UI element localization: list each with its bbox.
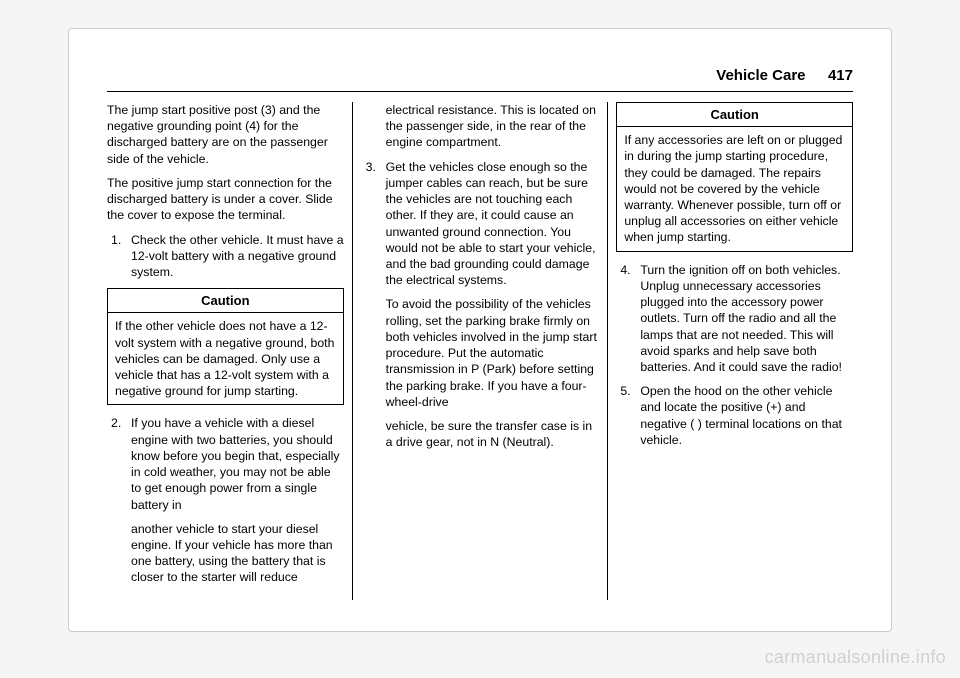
step-continuation: vehicle, be sure the transfer case is in… bbox=[362, 418, 599, 450]
watermark: carmanualsonline.info bbox=[765, 647, 946, 668]
step-text: Open the hood on the other vehicle and l… bbox=[640, 384, 842, 447]
paragraph: The jump start positive post (3) and the… bbox=[107, 102, 344, 167]
step-text: If you have a vehicle with a diesel engi… bbox=[131, 416, 340, 511]
step-list: Get the vehicles close enough so the jum… bbox=[362, 159, 599, 410]
step-item: Check the other vehicle. It must have a … bbox=[107, 232, 344, 281]
step-text: Turn the ignition off on both vehicles. … bbox=[640, 263, 842, 374]
step-list: Check the other vehicle. It must have a … bbox=[107, 232, 344, 281]
step-item: Turn the ignition off on both vehicles. … bbox=[616, 262, 853, 376]
step-item: If you have a vehicle with a diesel engi… bbox=[107, 415, 344, 512]
step-list: Turn the ignition off on both vehicles. … bbox=[616, 262, 853, 448]
manual-page: Vehicle Care 417 The jump start positive… bbox=[68, 28, 892, 632]
caution-body: If any accessories are left on or plugge… bbox=[617, 127, 852, 251]
step-list: If you have a vehicle with a diesel engi… bbox=[107, 415, 344, 512]
page-header: Vehicle Care 417 bbox=[107, 67, 853, 92]
step-text-cont: To avoid the possibility of the vehicles… bbox=[386, 296, 599, 410]
header-section: Vehicle Care bbox=[716, 67, 805, 84]
caution-box: Caution If any accessories are left on o… bbox=[616, 102, 853, 252]
step-item: Get the vehicles close enough so the jum… bbox=[362, 159, 599, 410]
step-text: Get the vehicles close enough so the jum… bbox=[386, 160, 596, 288]
step-item: Open the hood on the other vehicle and l… bbox=[616, 383, 853, 448]
step-text: Check the other vehicle. It must have a … bbox=[131, 233, 344, 279]
header-page-number: 417 bbox=[828, 67, 853, 84]
caution-title: Caution bbox=[108, 289, 343, 313]
caution-box: Caution If the other vehicle does not ha… bbox=[107, 288, 344, 405]
caution-title: Caution bbox=[617, 103, 852, 127]
paragraph: The positive jump start connection for t… bbox=[107, 175, 344, 224]
caution-body: If the other vehicle does not have a 12-… bbox=[108, 313, 343, 404]
body-columns: The jump start positive post (3) and the… bbox=[107, 102, 853, 600]
